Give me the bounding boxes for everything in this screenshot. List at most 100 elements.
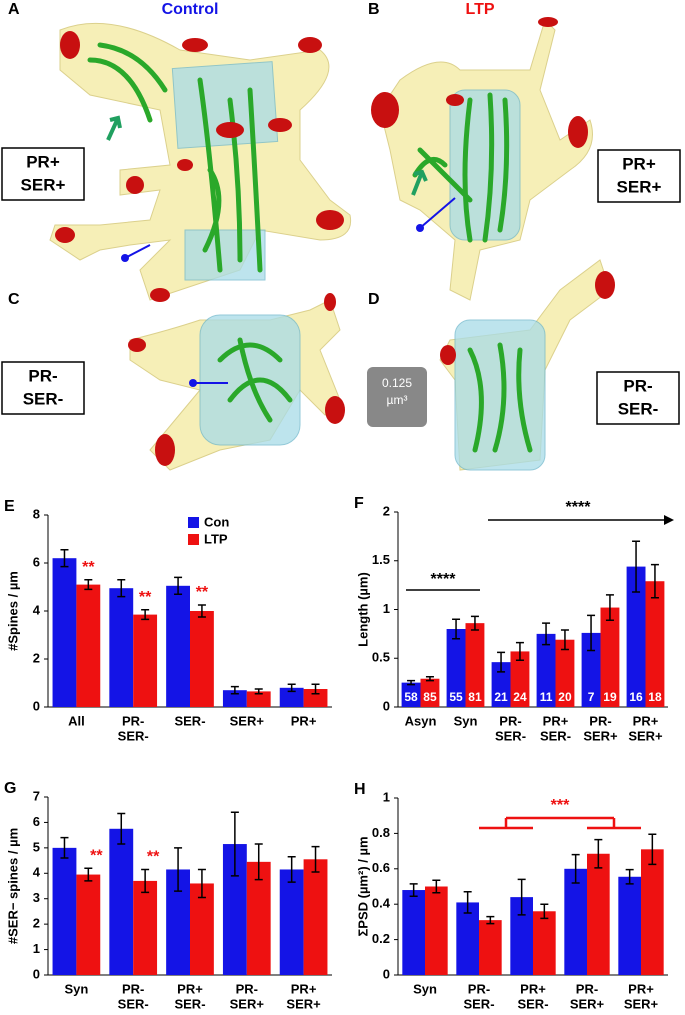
- x-tick-label: Syn: [413, 981, 437, 996]
- bar: [76, 584, 101, 707]
- annotation: ****: [566, 499, 592, 516]
- y-tick-label: 6: [33, 814, 40, 829]
- y-tick-label: 0.6: [372, 860, 390, 875]
- y-axis-label: #Spines / µm: [5, 571, 20, 651]
- bar: [109, 588, 134, 707]
- x-tick-label: SER-: [540, 728, 571, 743]
- x-tick-label: SER+: [286, 996, 321, 1011]
- error-bar: [632, 540, 641, 593]
- bar: [76, 874, 101, 975]
- error-bar: [197, 868, 206, 899]
- bar: [246, 691, 271, 707]
- bar: [166, 869, 190, 975]
- error-bar: [540, 903, 549, 920]
- x-tick-label: PR+: [543, 713, 569, 728]
- error-bar: [407, 679, 416, 686]
- error-bar: [117, 812, 126, 845]
- y-tick-label: 1: [383, 789, 390, 804]
- bar: [190, 883, 214, 975]
- annotation: **: [147, 849, 160, 866]
- box-text: SER-: [23, 389, 64, 408]
- x-tick-label: All: [68, 713, 85, 728]
- bar: [456, 902, 479, 975]
- legend-swatch: [188, 517, 199, 528]
- x-tick-label: PR-: [576, 981, 598, 996]
- x-tick-label: SER+: [583, 728, 618, 743]
- error-bar: [560, 629, 569, 651]
- bar: [587, 853, 610, 975]
- x-tick-label: Syn: [64, 981, 88, 996]
- box-text: SER+: [21, 175, 66, 194]
- x-tick-label: PR-: [236, 981, 258, 996]
- bar: [279, 869, 304, 975]
- y-axis-label: ΣPSD (µm²) / µm: [355, 836, 370, 936]
- bar: [52, 558, 77, 707]
- y-tick-label: 0: [33, 698, 40, 713]
- annotation: **: [82, 559, 95, 576]
- bar: [555, 639, 575, 707]
- x-tick-label: PR+: [633, 713, 659, 728]
- scale-cube: [367, 367, 427, 427]
- panel-letter: F: [354, 495, 364, 512]
- y-tick-label: 0.5: [372, 650, 390, 665]
- bar: [133, 614, 158, 707]
- x-tick-label: Asyn: [405, 713, 437, 728]
- y-tick-label: 8: [33, 506, 40, 521]
- error-bar: [594, 838, 603, 869]
- box-text: PR+: [26, 152, 60, 171]
- arrow-head: [664, 515, 674, 525]
- x-tick-label: PR-: [589, 713, 611, 728]
- y-tick-label: 1: [33, 941, 40, 956]
- x-tick-label: PR+: [291, 981, 317, 996]
- count-label: 16: [629, 690, 643, 704]
- error-bar: [117, 579, 126, 598]
- error-bar: [230, 685, 239, 695]
- panel-letter: A: [8, 1, 20, 18]
- error-bar: [311, 683, 320, 695]
- box-text: PR-: [623, 376, 652, 395]
- bar: [446, 629, 466, 707]
- error-bar: [174, 847, 183, 892]
- y-tick-label: 6: [33, 554, 40, 569]
- error-bar: [463, 891, 472, 914]
- count-label: 21: [494, 690, 508, 704]
- error-bar: [84, 867, 93, 882]
- error-bar: [174, 576, 183, 595]
- error-bar: [517, 878, 526, 916]
- x-tick-label: SER-: [118, 728, 149, 743]
- x-tick-label: Syn: [454, 713, 478, 728]
- y-tick-label: 0.2: [372, 931, 390, 946]
- error-bar: [254, 688, 263, 695]
- bar: [279, 687, 304, 707]
- bar: [618, 876, 641, 975]
- error-bar: [230, 811, 239, 877]
- bar: [533, 911, 556, 975]
- count-label: 55: [449, 690, 463, 704]
- bar: [491, 662, 511, 707]
- count-label: 24: [513, 690, 527, 704]
- y-tick-label: 0.4: [372, 896, 391, 911]
- error-bar: [571, 853, 580, 884]
- y-tick-label: 1: [383, 601, 390, 616]
- y-axis-label: Length (µm): [355, 572, 370, 647]
- x-tick-label: PR+: [628, 981, 654, 996]
- bar: [401, 682, 421, 707]
- error-bar: [497, 651, 506, 673]
- panel-letter: H: [354, 781, 366, 798]
- annotation: **: [196, 584, 209, 601]
- count-label: 58: [404, 690, 418, 704]
- bar: [222, 690, 247, 707]
- bar: [166, 585, 190, 707]
- y-tick-label: 1.5: [372, 552, 390, 567]
- x-tick-label: SER-: [174, 996, 205, 1011]
- bar: [246, 861, 271, 975]
- panel-c-image: [128, 293, 345, 471]
- y-tick-label: 0: [33, 966, 40, 981]
- annotation: **: [139, 589, 152, 606]
- y-tick-label: 7: [33, 788, 40, 803]
- panel-b-image: [371, 17, 593, 301]
- cube-unit: µm³: [387, 393, 408, 407]
- error-bar: [141, 609, 150, 621]
- count-label: 18: [648, 690, 662, 704]
